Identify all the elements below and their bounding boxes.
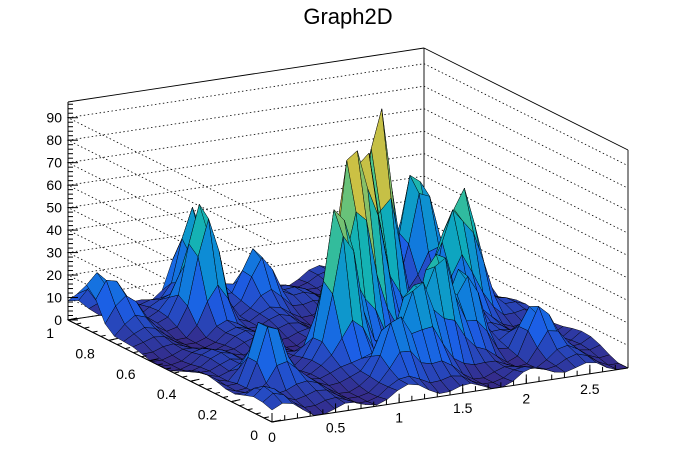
y-minor-tick <box>263 416 269 419</box>
y-minor-tick <box>247 408 253 411</box>
y-minor-tick <box>84 326 90 329</box>
x-tick-label: 0.5 <box>326 419 346 435</box>
z-tick-label: 70 <box>46 155 62 171</box>
y-minor-tick <box>239 404 245 407</box>
z-tick-label: 10 <box>46 290 62 306</box>
y-axis <box>67 319 273 423</box>
y-minor-tick <box>149 359 155 362</box>
z-grid-line <box>66 220 629 378</box>
z-tick-label: 20 <box>46 267 62 283</box>
y-minor-tick <box>157 363 163 366</box>
y-minor-tick <box>125 347 131 350</box>
y-minor-tick <box>173 371 180 374</box>
y-minor-tick <box>222 396 229 399</box>
z-grid-line <box>66 153 629 310</box>
z-tick-label: 30 <box>46 245 62 261</box>
z-grid-line <box>66 85 629 243</box>
z-tick-label: 50 <box>46 200 62 216</box>
y-minor-tick <box>76 322 82 325</box>
x-tick-label: 1.5 <box>453 400 473 416</box>
y-minor-tick <box>141 355 147 358</box>
z-tick-label: 80 <box>46 132 62 148</box>
y-minor-tick <box>100 334 106 337</box>
y-minor-tick <box>108 338 114 341</box>
axes: 0 10 20 30 40 50 60 70 80 90 0 0.5 1 1.5 2 2.5 0 0.2 0.4 0.… <box>46 102 629 445</box>
x-tick-label: 1 <box>395 410 403 426</box>
z-grid-line <box>66 175 629 333</box>
z-grid-line <box>66 108 629 266</box>
x-tick-label: 2 <box>522 390 530 406</box>
z-grid-line <box>66 198 629 355</box>
y-minor-tick <box>133 351 139 354</box>
y-minor-tick <box>67 318 74 321</box>
y-tick-label: 0.4 <box>157 386 177 402</box>
z-grid-line <box>66 130 629 288</box>
y-tick-label: 1 <box>46 325 54 341</box>
y-minor-tick <box>231 400 237 403</box>
y-minor-tick <box>255 412 261 415</box>
y-minor-tick <box>182 375 188 378</box>
z-tick-label: 0 <box>54 312 62 328</box>
z-grid-line <box>66 63 629 221</box>
x-tick-label: 2.5 <box>580 381 600 397</box>
y-tick-label: 0 <box>250 427 258 443</box>
y-minor-tick <box>214 391 220 394</box>
y-minor-tick <box>165 367 172 370</box>
box-edge <box>67 47 425 103</box>
z-tick-label: 90 <box>46 110 62 126</box>
y-minor-tick <box>190 379 196 382</box>
surface-mesh <box>67 108 629 416</box>
box-edge <box>423 47 629 151</box>
y-minor-tick <box>271 420 278 423</box>
y-tick-label: 0.8 <box>75 345 95 361</box>
y-tick-label: 0.6 <box>116 366 136 382</box>
y-minor-tick <box>92 330 98 333</box>
y-minor-tick <box>206 387 212 390</box>
y-minor-tick <box>116 342 123 345</box>
z-tick-label: 60 <box>46 177 62 193</box>
z-tick-label: 40 <box>46 222 62 238</box>
chart-title: Graph2D <box>303 4 392 29</box>
y-minor-tick <box>198 383 204 386</box>
x-tick-label: 0 <box>268 429 276 445</box>
y-tick-label: 0.2 <box>198 407 218 423</box>
